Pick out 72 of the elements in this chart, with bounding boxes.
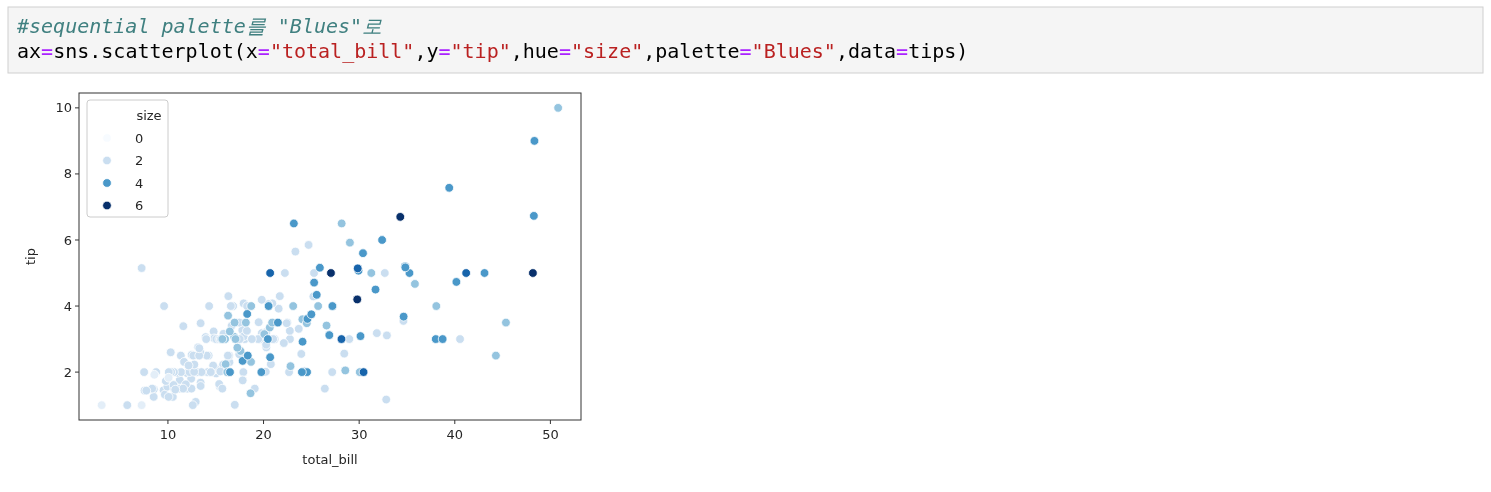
x-tick-label: 20 (255, 427, 272, 442)
point (246, 301, 256, 311)
point (491, 350, 501, 361)
point (345, 237, 355, 248)
point (431, 301, 442, 311)
legend-label: 2 (135, 153, 144, 169)
point (529, 211, 539, 221)
y-tick-label: 4 (63, 298, 72, 314)
x-axis-title: total_bill (302, 452, 358, 467)
point (461, 268, 471, 278)
y-tick-label: 10 (55, 100, 72, 116)
y-tick-label: 2 (63, 364, 72, 380)
point (398, 311, 409, 322)
point (265, 352, 275, 362)
point (321, 320, 332, 331)
point (136, 400, 147, 410)
x-tick-label: 30 (350, 427, 368, 442)
y-tick-label: 8 (63, 166, 72, 182)
point (265, 268, 275, 278)
point (273, 317, 283, 328)
point (243, 350, 253, 361)
point (326, 268, 336, 278)
x-tick-label: 50 (542, 427, 559, 442)
point (232, 342, 243, 353)
point (336, 334, 347, 344)
legend-label: 6 (135, 198, 144, 214)
legend-title: size (136, 108, 162, 123)
point (225, 326, 235, 337)
point (529, 136, 540, 146)
point (528, 268, 538, 278)
point (306, 309, 317, 320)
point (288, 301, 298, 311)
point (377, 235, 387, 245)
point (313, 301, 323, 311)
point (444, 183, 455, 193)
point (479, 268, 490, 278)
legend-label: 0 (135, 130, 144, 146)
point (355, 331, 366, 341)
point (410, 279, 420, 289)
point (315, 262, 325, 273)
point (309, 277, 319, 288)
text: ax=sns.scatterplot(x="total_bill",y="tip",hue="size",palette="Blues",data=tips) (17, 39, 969, 63)
point (229, 317, 240, 328)
point (263, 334, 273, 344)
point (163, 372, 174, 383)
x-tick-label: 10 (159, 427, 177, 442)
point (358, 248, 368, 258)
point (256, 367, 267, 377)
point (96, 400, 107, 410)
text: #sequential palette를 "Blues"로 (16, 14, 383, 38)
y-axis-title: tip (23, 248, 38, 265)
point (553, 103, 563, 113)
point (297, 336, 308, 347)
y-tick-label: 6 (63, 232, 72, 248)
point (501, 317, 511, 328)
point (336, 218, 347, 229)
point (340, 365, 351, 376)
point (395, 212, 406, 222)
point (370, 284, 381, 295)
point (241, 317, 251, 328)
point (289, 218, 299, 229)
x-tick-label: 40 (446, 427, 464, 442)
point (242, 309, 252, 319)
point (437, 334, 448, 344)
point (366, 268, 377, 278)
point (451, 277, 462, 287)
point (352, 294, 363, 305)
point (358, 367, 369, 377)
point (245, 388, 256, 399)
point (223, 310, 233, 321)
legend-label: 4 (135, 175, 144, 191)
point (285, 361, 296, 371)
